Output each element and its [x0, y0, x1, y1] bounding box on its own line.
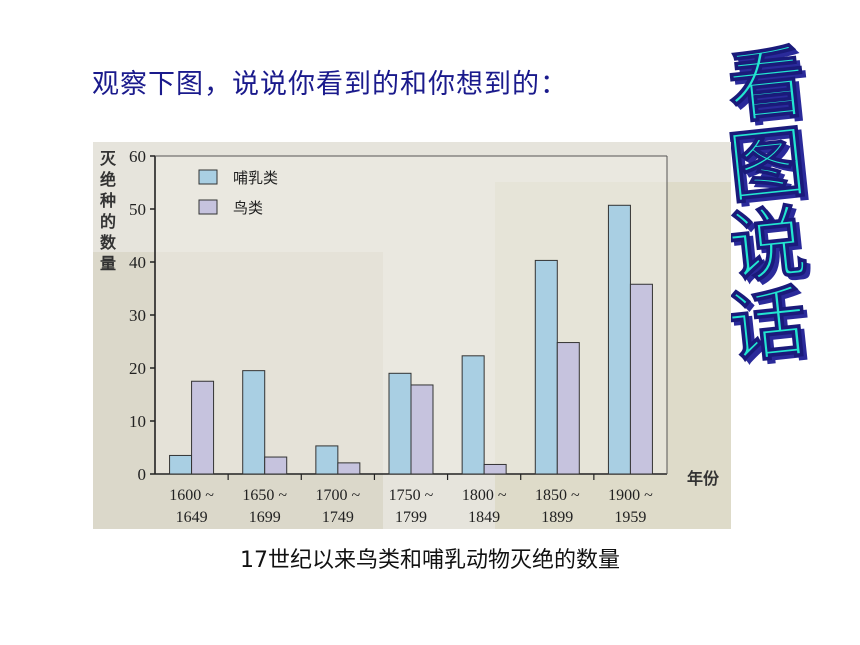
bar-mammals: [169, 454, 193, 475]
x-axis-label: 年份: [687, 469, 720, 488]
bar-mammals: [534, 259, 558, 475]
x-tick-label: 1650 ~: [242, 487, 287, 504]
bar-birds: [629, 283, 653, 475]
bar-mammals: [315, 445, 339, 475]
y-axis-label-char: 量: [100, 254, 116, 273]
side-title-char-shadow: 图: [728, 121, 815, 219]
legend-label: 哺乳类: [233, 169, 278, 187]
side-title-char-shadow: 说: [728, 201, 815, 299]
side-title-char: 图: [724, 117, 811, 215]
y-axis-label-char: 的: [100, 212, 116, 231]
bar-mammals: [388, 372, 412, 475]
x-tick-label: 1699: [249, 509, 281, 526]
slide-heading: 观察下图，说说你看到的和你想到的：: [92, 69, 568, 100]
side-title-char-shadow: 看: [728, 41, 815, 139]
legend-label: 鸟类: [233, 199, 263, 217]
bar-mammals: [242, 370, 266, 475]
y-axis-label-char: 数: [100, 233, 117, 252]
x-tick-label: 1800 ~: [462, 487, 507, 504]
chart-caption: 17世纪以来鸟类和哺乳动物灭绝的数量: [240, 548, 620, 573]
bar-birds: [191, 380, 215, 475]
side-title-char: 说: [724, 197, 811, 295]
bar-birds: [337, 462, 361, 475]
bar-mammals: [461, 355, 485, 475]
y-tick-label: 60: [129, 147, 146, 166]
y-tick-label: 0: [138, 465, 147, 484]
x-tick-label: 1649: [176, 509, 208, 526]
side-title-char: 看: [724, 40, 811, 135]
x-tick-label: 1900 ~: [608, 487, 653, 504]
y-tick-label: 20: [129, 359, 146, 378]
bar-birds: [410, 384, 434, 475]
y-axis-label-char: 绝: [100, 170, 116, 189]
x-tick-label: 1850 ~: [535, 487, 580, 504]
x-tick-label: 1700 ~: [316, 487, 361, 504]
x-tick-label: 1959: [614, 509, 646, 526]
x-tick-label: 1799: [395, 509, 427, 526]
y-axis-label-char: 种: [99, 191, 116, 210]
y-tick-label: 10: [129, 412, 146, 431]
legend-swatch: [198, 199, 218, 215]
bar-birds: [264, 456, 288, 475]
y-tick-label: 40: [129, 253, 146, 272]
bar-mammals: [607, 204, 631, 475]
bar-birds: [483, 463, 507, 475]
legend-swatch: [198, 169, 218, 185]
bar-birds: [556, 342, 580, 475]
x-tick-label: 1749: [322, 509, 354, 526]
x-tick-label: 1849: [468, 509, 500, 526]
side-title-char-shadow: 话: [728, 281, 815, 370]
x-tick-label: 1899: [541, 509, 573, 526]
x-tick-label: 1750 ~: [389, 487, 434, 504]
y-tick-label: 30: [129, 306, 146, 325]
y-axis-label-char: 灭: [99, 149, 117, 168]
x-tick-label: 1600 ~: [169, 487, 214, 504]
side-title-char: 话: [724, 277, 811, 370]
y-tick-label: 50: [129, 200, 146, 219]
